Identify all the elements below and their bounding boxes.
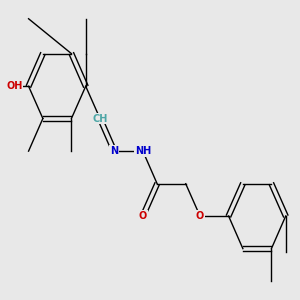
Text: CH: CH	[92, 113, 108, 124]
Text: O: O	[196, 211, 204, 221]
Text: O: O	[139, 211, 147, 221]
Text: N: N	[110, 146, 118, 156]
Text: OH: OH	[6, 81, 22, 91]
Text: NH: NH	[135, 146, 151, 156]
